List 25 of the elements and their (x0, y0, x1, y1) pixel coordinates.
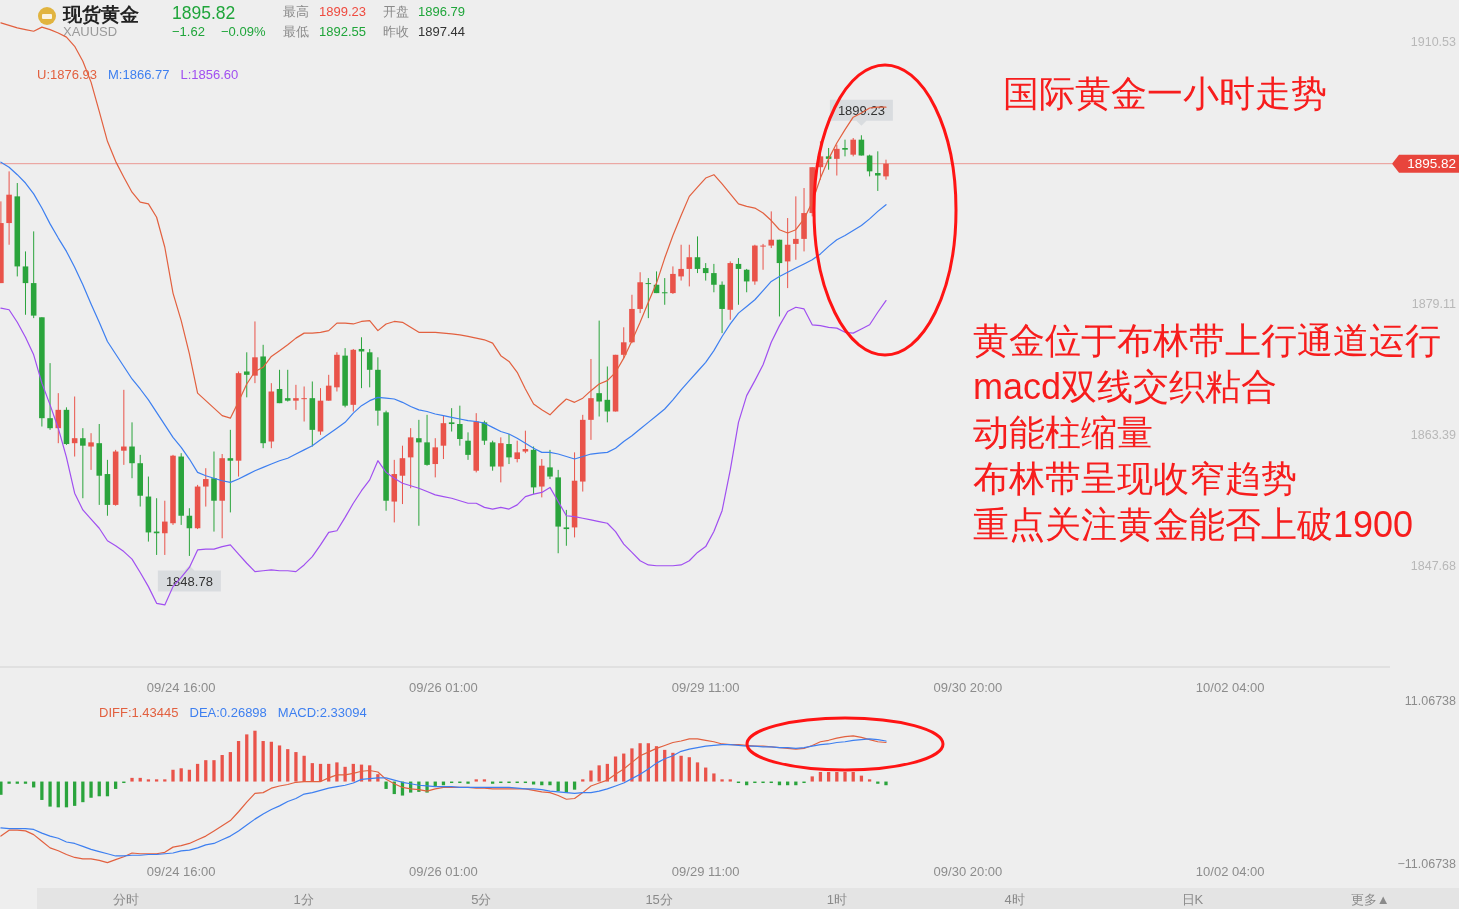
annotation: 1899.23 (319, 4, 366, 19)
annotation: 开盘 (383, 5, 409, 19)
annotation: −1.62 (172, 24, 205, 39)
annotation: 黄金位于布林带上行通道运行 (973, 320, 1441, 361)
annotation: macd双线交织粘合 (973, 366, 1278, 407)
ref-line-label: 1895.82 (1407, 156, 1456, 172)
annotation: −0.09% (221, 24, 266, 39)
annotation: 重点关注黄金能否上破1900 (973, 504, 1414, 545)
subtitle: XAUUSD (63, 24, 118, 39)
annotation: 1892.55 (319, 24, 366, 39)
legend: L:1856.60 (180, 67, 239, 82)
annotation: 最低 (283, 25, 309, 39)
annotation: 动能柱缩量 (973, 412, 1153, 453)
legend: DIFF:1.43445 (99, 705, 179, 720)
annotation: 国际黄金一小时走势 (1003, 73, 1327, 114)
annotation: 1897.44 (418, 24, 465, 39)
legend: DEA:0.26898 (189, 705, 267, 720)
legend: M:1866.77 (108, 67, 170, 82)
annotation: 昨收 (383, 25, 409, 39)
annotation: 1895.82 (172, 3, 236, 23)
annotation: 布林带呈现收窄趋势 (973, 458, 1297, 499)
annotation: 最高 (283, 5, 309, 19)
title: 现货黄金 (63, 4, 139, 25)
annotation: MACD:2.33094 (277, 705, 367, 720)
annotation: 1896.79 (418, 4, 465, 19)
